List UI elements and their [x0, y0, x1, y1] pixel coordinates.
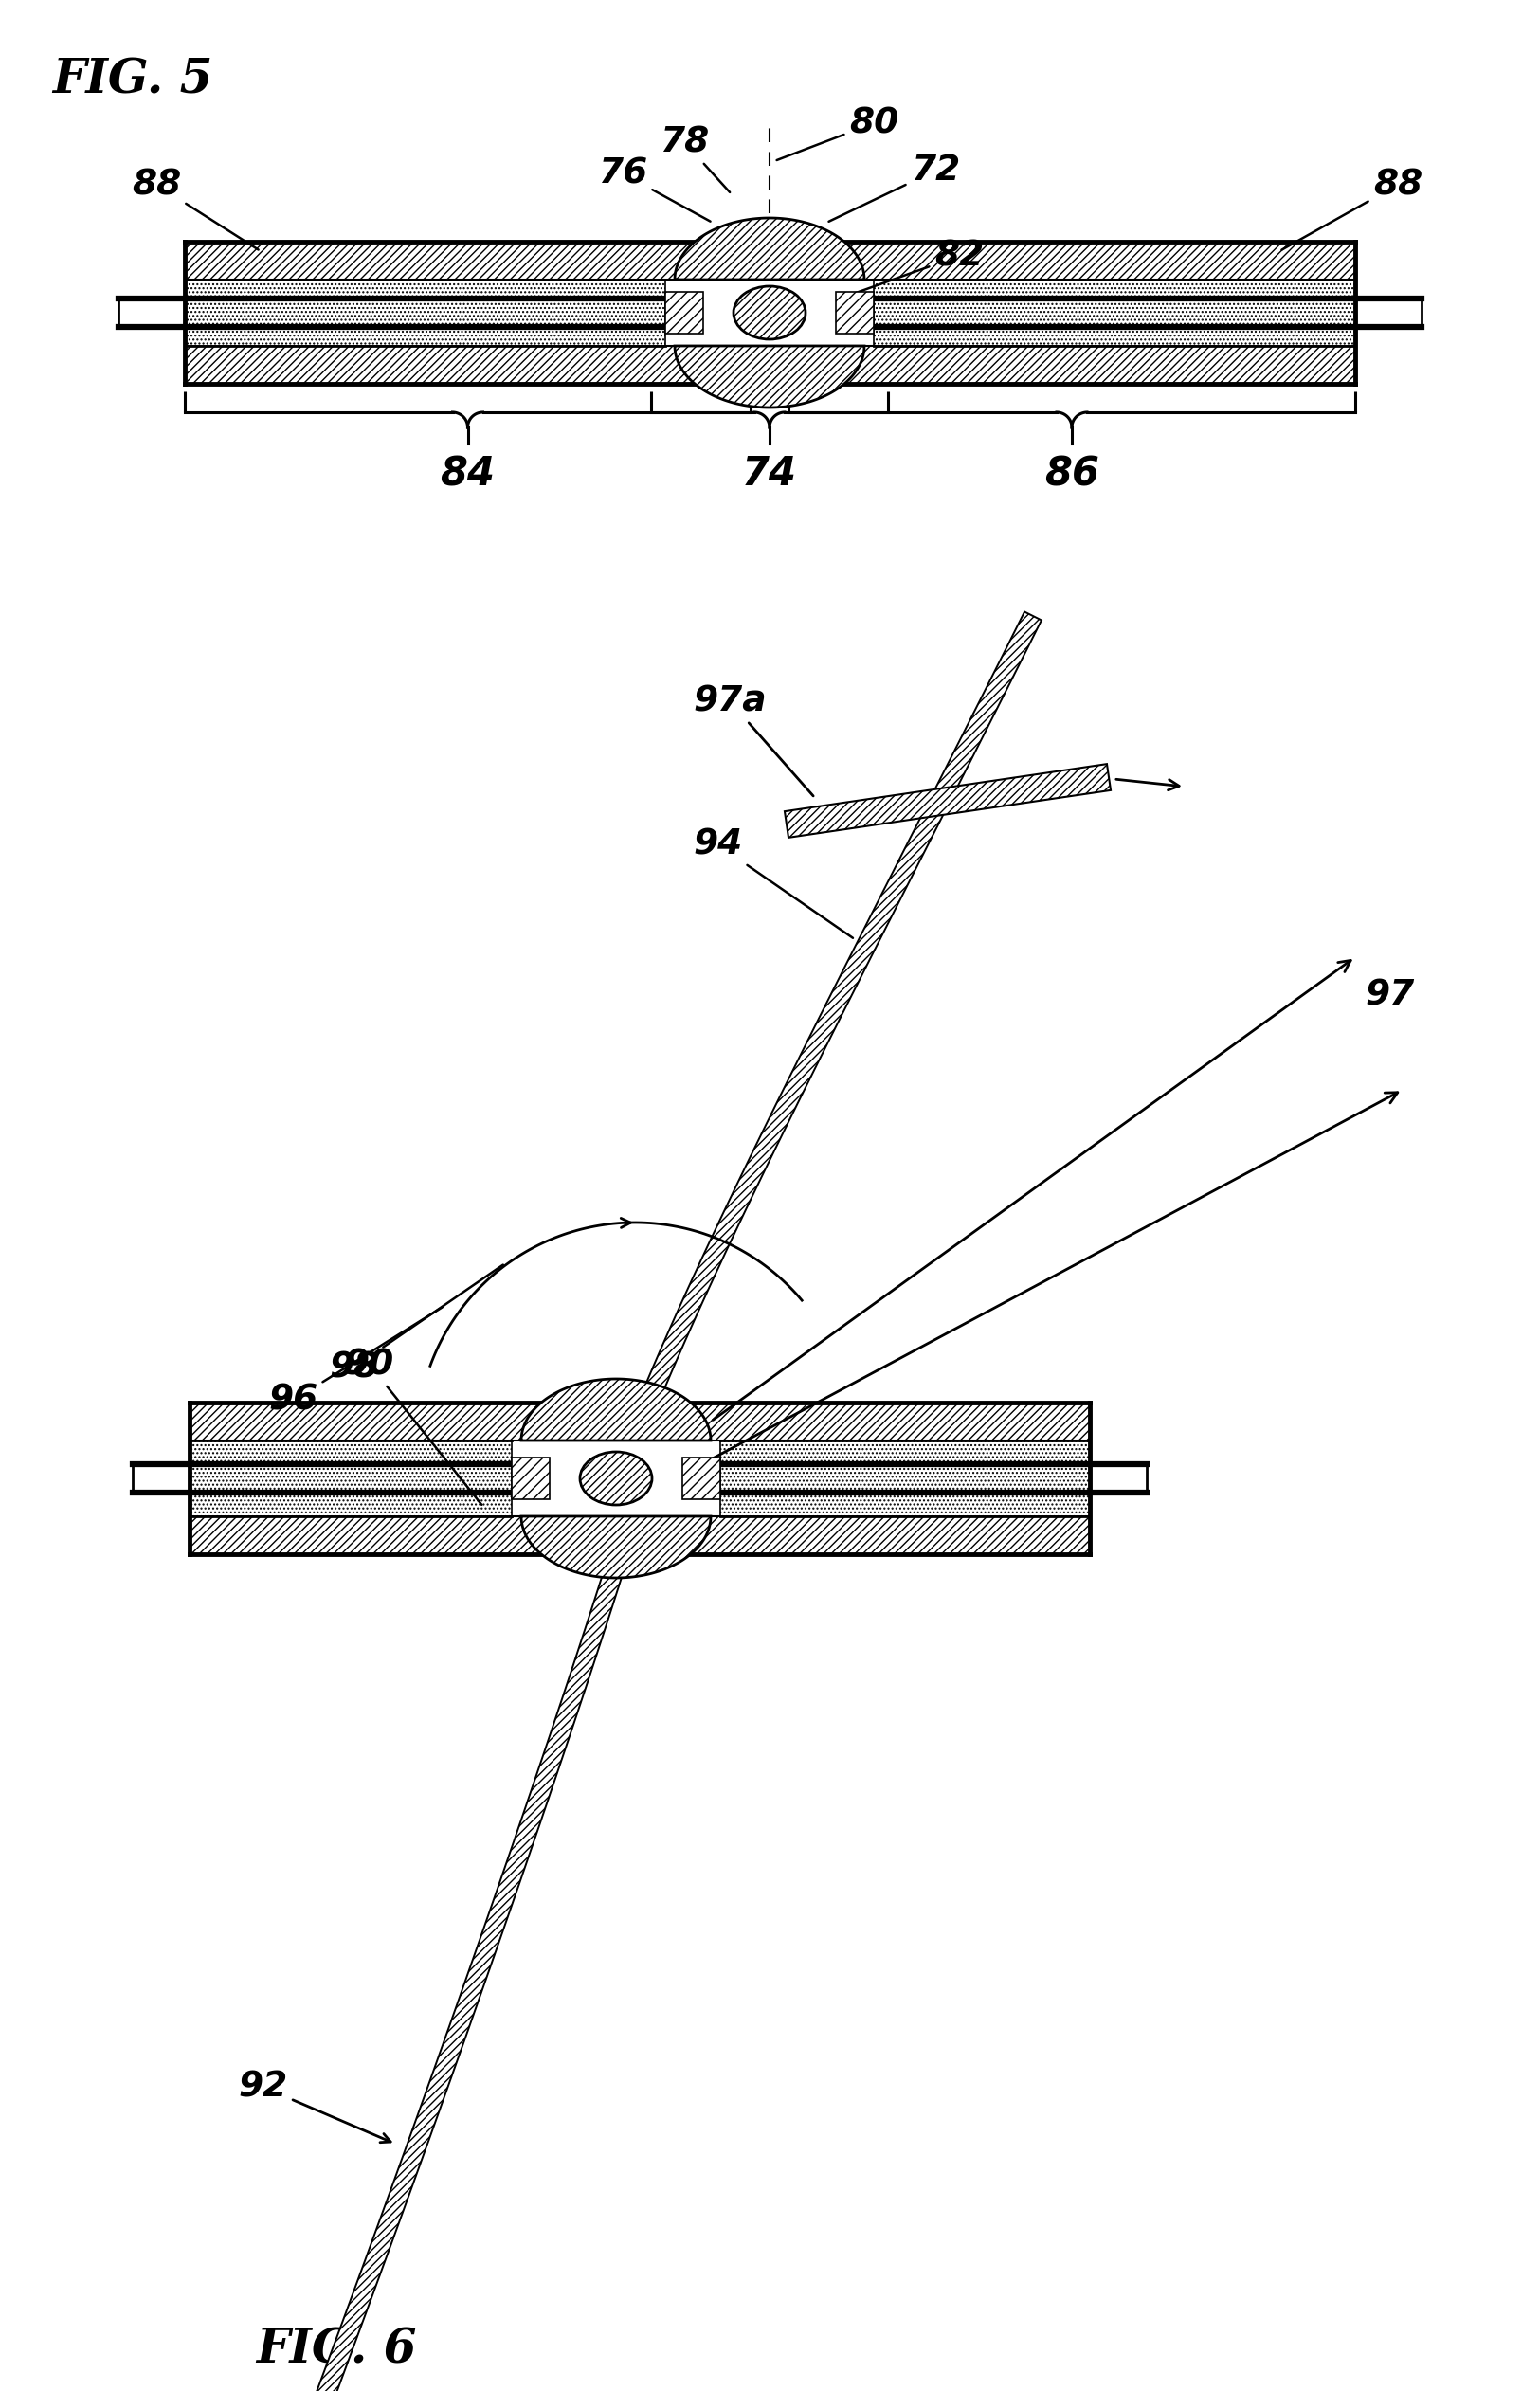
Text: 94: 94 [693, 827, 853, 937]
Text: 96: 96 [268, 1308, 442, 1418]
Polygon shape [636, 612, 1041, 1415]
Text: 82: 82 [849, 239, 984, 296]
Polygon shape [511, 1459, 550, 1499]
Polygon shape [721, 1439, 1090, 1516]
Polygon shape [521, 1516, 711, 1578]
Polygon shape [185, 347, 1355, 385]
Text: 74: 74 [742, 454, 798, 495]
Text: 76: 76 [598, 155, 710, 222]
Ellipse shape [733, 287, 805, 340]
Text: 86: 86 [1044, 454, 1100, 495]
Polygon shape [873, 280, 1355, 347]
Polygon shape [682, 1459, 721, 1499]
Polygon shape [675, 347, 864, 406]
Polygon shape [675, 218, 864, 280]
Polygon shape [189, 1516, 1090, 1554]
Text: 92: 92 [239, 2071, 391, 2142]
Text: 97: 97 [1364, 978, 1414, 1011]
Ellipse shape [581, 1451, 651, 1504]
Polygon shape [665, 292, 704, 335]
Text: 72: 72 [829, 153, 959, 222]
Polygon shape [185, 280, 665, 347]
Polygon shape [521, 1380, 711, 1439]
Polygon shape [785, 765, 1110, 837]
Text: 90: 90 [345, 1349, 482, 1504]
Text: 98: 98 [330, 1265, 504, 1384]
Text: 80: 80 [776, 105, 898, 160]
Text: 88: 88 [131, 167, 259, 249]
Text: 97a: 97a [693, 684, 813, 796]
Polygon shape [185, 241, 1355, 280]
Polygon shape [294, 1561, 625, 2391]
Text: 78: 78 [659, 124, 730, 191]
Polygon shape [189, 1404, 1090, 1439]
Text: 88: 88 [1281, 167, 1423, 249]
Polygon shape [189, 1439, 511, 1516]
Text: FIG. 5: FIG. 5 [52, 57, 213, 103]
Polygon shape [836, 292, 873, 335]
Text: 84: 84 [440, 454, 496, 495]
Text: FIG. 6: FIG. 6 [256, 2326, 416, 2372]
